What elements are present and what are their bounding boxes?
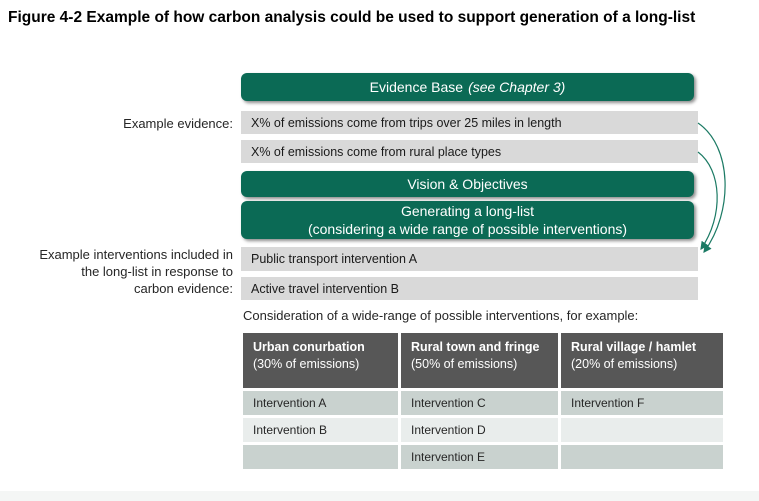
evidence-base-label: Evidence Base — [369, 78, 464, 95]
table-cell: Intervention F — [561, 391, 723, 415]
evidence-base-banner: Evidence Base (see Chapter 3) — [241, 73, 694, 101]
table-header-title: Urban conurbation — [253, 340, 365, 354]
interventions-table: Urban conurbation (30% of emissions) Rur… — [243, 333, 723, 469]
evidence-item-bar: X% of emissions come from trips over 25 … — [241, 111, 698, 134]
page-edge-strip — [0, 491, 759, 501]
table-header-subtitle: (30% of emissions) — [253, 356, 360, 371]
table-cell: Intervention A — [243, 391, 398, 415]
evidence-to-longlist-arrows-icon — [697, 122, 726, 253]
intervention-item-bar: Active travel intervention B — [241, 277, 698, 300]
consideration-text: Consideration of a wide-range of possibl… — [243, 308, 639, 323]
table-header-subtitle: (50% of emissions) — [411, 356, 518, 371]
evidence-base-note: (see Chapter 3) — [468, 78, 566, 95]
example-evidence-label: Example evidence: — [123, 116, 233, 131]
table-header-subtitle: (20% of emissions) — [571, 356, 678, 371]
vision-objectives-label: Vision & Objectives — [407, 175, 528, 192]
example-interventions-label: Example interventions included in the lo… — [39, 247, 233, 297]
table-header-urban: Urban conurbation (30% of emissions) — [243, 333, 398, 388]
intervention-item-text: Public transport intervention A — [251, 252, 418, 266]
table-cell: Intervention B — [243, 418, 398, 442]
table-header-rural-town: Rural town and fringe (50% of emissions) — [401, 333, 558, 388]
generating-longlist-line2: (considering a wide range of possible in… — [307, 221, 628, 237]
table-cell: Intervention E — [401, 445, 558, 469]
table-header-rural-village: Rural village / hamlet (20% of emissions… — [561, 333, 723, 388]
generating-longlist-banner: Generating a long-list (considering a wi… — [241, 201, 694, 239]
evidence-item-text: X% of emissions come from rural place ty… — [251, 144, 502, 159]
intervention-item-text: Active travel intervention B — [251, 281, 399, 296]
vision-objectives-banner: Vision & Objectives — [241, 171, 694, 197]
evidence-item-text: X% of emissions come from trips over 25 … — [251, 115, 562, 130]
table-cell — [561, 445, 723, 469]
table-cell: Intervention D — [401, 418, 558, 442]
table-cell — [561, 418, 723, 442]
generating-longlist-line1: Generating a long-list — [400, 202, 535, 219]
table-header-title: Rural village / hamlet — [571, 340, 697, 354]
figure-title: Figure 4-2 Example of how carbon analysi… — [8, 9, 696, 26]
table-cell — [243, 445, 398, 469]
evidence-item-bar: X% of emissions come from rural place ty… — [241, 140, 698, 163]
table-cell: Intervention C — [401, 391, 558, 415]
table-header-title: Rural town and fringe — [411, 340, 540, 354]
intervention-item-bar: Public transport intervention A — [241, 247, 698, 271]
